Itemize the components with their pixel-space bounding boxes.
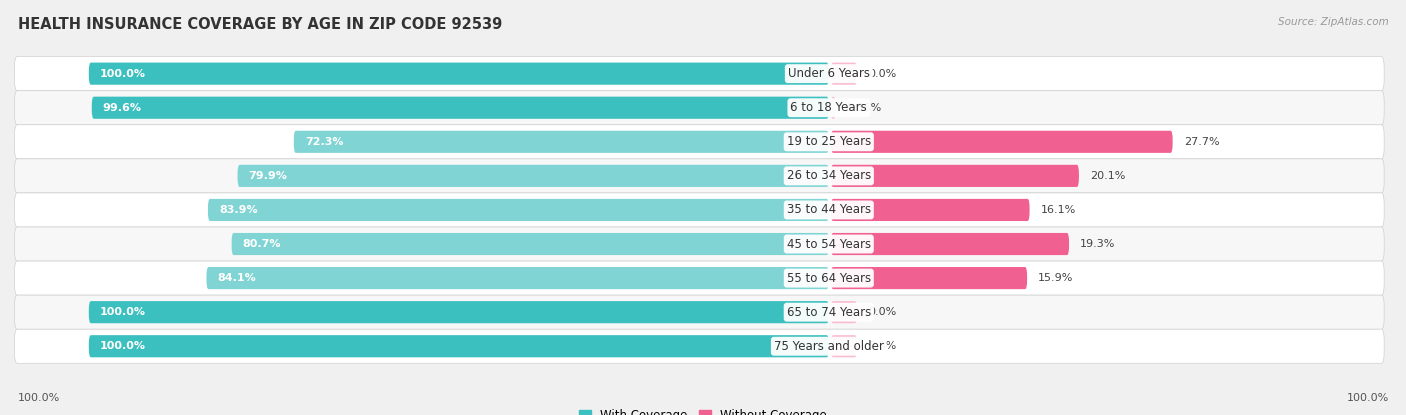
Text: HEALTH INSURANCE COVERAGE BY AGE IN ZIP CODE 92539: HEALTH INSURANCE COVERAGE BY AGE IN ZIP … xyxy=(18,17,502,32)
Text: 0.0%: 0.0% xyxy=(868,307,896,317)
FancyBboxPatch shape xyxy=(14,91,1384,125)
Text: 83.9%: 83.9% xyxy=(219,205,257,215)
Text: 75 Years and older: 75 Years and older xyxy=(773,340,884,353)
Legend: With Coverage, Without Coverage: With Coverage, Without Coverage xyxy=(575,406,831,415)
FancyBboxPatch shape xyxy=(89,301,828,323)
FancyBboxPatch shape xyxy=(14,295,1384,329)
Text: 45 to 54 Years: 45 to 54 Years xyxy=(787,237,870,251)
FancyBboxPatch shape xyxy=(831,199,1029,221)
FancyBboxPatch shape xyxy=(207,267,828,289)
FancyBboxPatch shape xyxy=(232,233,828,255)
FancyBboxPatch shape xyxy=(831,301,856,323)
FancyBboxPatch shape xyxy=(294,131,828,153)
Text: 100.0%: 100.0% xyxy=(18,393,60,403)
Text: 19 to 25 Years: 19 to 25 Years xyxy=(787,135,870,148)
FancyBboxPatch shape xyxy=(14,159,1384,193)
FancyBboxPatch shape xyxy=(89,335,828,357)
FancyBboxPatch shape xyxy=(14,227,1384,261)
Text: 72.3%: 72.3% xyxy=(305,137,343,147)
FancyBboxPatch shape xyxy=(14,329,1384,363)
FancyBboxPatch shape xyxy=(831,335,856,357)
Text: 27.7%: 27.7% xyxy=(1184,137,1219,147)
Text: 65 to 74 Years: 65 to 74 Years xyxy=(787,306,870,319)
Text: 100.0%: 100.0% xyxy=(100,68,146,79)
Text: 100.0%: 100.0% xyxy=(1347,393,1389,403)
Text: 99.6%: 99.6% xyxy=(103,103,142,113)
FancyBboxPatch shape xyxy=(89,63,828,85)
FancyBboxPatch shape xyxy=(14,56,1384,91)
Text: 6 to 18 Years: 6 to 18 Years xyxy=(790,101,868,114)
Text: Under 6 Years: Under 6 Years xyxy=(787,67,870,80)
Text: Source: ZipAtlas.com: Source: ZipAtlas.com xyxy=(1278,17,1389,27)
Text: 84.1%: 84.1% xyxy=(218,273,256,283)
FancyBboxPatch shape xyxy=(831,165,1078,187)
Text: 35 to 44 Years: 35 to 44 Years xyxy=(787,203,870,217)
Text: 0.0%: 0.0% xyxy=(868,68,896,79)
FancyBboxPatch shape xyxy=(238,165,828,187)
Text: 55 to 64 Years: 55 to 64 Years xyxy=(787,271,870,285)
FancyBboxPatch shape xyxy=(14,125,1384,159)
FancyBboxPatch shape xyxy=(14,261,1384,295)
FancyBboxPatch shape xyxy=(831,63,856,85)
Text: 0.36%: 0.36% xyxy=(846,103,882,113)
Text: 19.3%: 19.3% xyxy=(1080,239,1115,249)
Text: 16.1%: 16.1% xyxy=(1040,205,1076,215)
Text: 100.0%: 100.0% xyxy=(100,341,146,351)
FancyBboxPatch shape xyxy=(831,97,835,119)
Text: 80.7%: 80.7% xyxy=(243,239,281,249)
Text: 79.9%: 79.9% xyxy=(249,171,287,181)
FancyBboxPatch shape xyxy=(831,233,1069,255)
Text: 100.0%: 100.0% xyxy=(100,307,146,317)
Text: 15.9%: 15.9% xyxy=(1038,273,1074,283)
FancyBboxPatch shape xyxy=(14,193,1384,227)
FancyBboxPatch shape xyxy=(831,267,1028,289)
FancyBboxPatch shape xyxy=(831,131,1173,153)
Text: 20.1%: 20.1% xyxy=(1090,171,1125,181)
FancyBboxPatch shape xyxy=(208,199,828,221)
Text: 26 to 34 Years: 26 to 34 Years xyxy=(787,169,870,182)
Text: 0.0%: 0.0% xyxy=(868,341,896,351)
FancyBboxPatch shape xyxy=(91,97,828,119)
